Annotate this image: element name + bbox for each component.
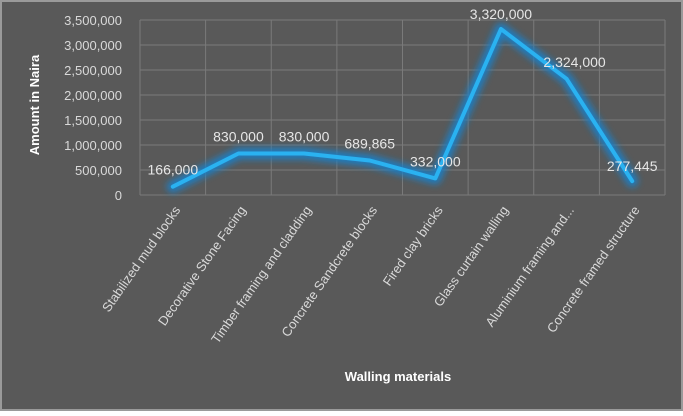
data-label: 3,320,000 (470, 6, 532, 22)
data-label: 332,000 (410, 153, 461, 169)
y-tick-label: 500,000 (75, 163, 122, 178)
data-labels: 166,000 830,000 830,000 689,865 332,000 3,320… (148, 6, 658, 178)
series-line (166, 23, 639, 193)
x-axis-title: Walling materials (345, 369, 451, 384)
y-tick-label: 3,000,000 (64, 38, 122, 53)
data-label: 830,000 (213, 129, 264, 145)
y-tick-label: 3,500,000 (64, 13, 122, 28)
data-label: 830,000 (279, 129, 330, 145)
y-tick-label: 2,000,000 (64, 88, 122, 103)
y-tick-label: 0 (115, 188, 122, 203)
data-label: 2,324,000 (543, 54, 605, 70)
data-label: 689,865 (344, 136, 395, 152)
y-tick-label: 1,000,000 (64, 138, 122, 153)
y-axis-title: Amount in Naira (27, 54, 42, 155)
gridlines (139, 19, 666, 196)
series-line-path (170, 27, 635, 189)
data-label: 277,445 (607, 158, 658, 174)
y-tick-label: 2,500,000 (64, 63, 122, 78)
data-label: 166,000 (148, 162, 199, 178)
y-tick-label: 1,500,000 (64, 113, 122, 128)
